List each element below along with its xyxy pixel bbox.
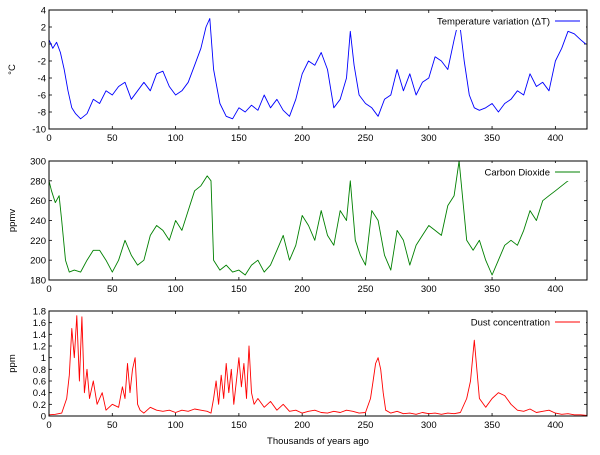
series-line <box>48 18 586 120</box>
legend-background <box>430 12 586 30</box>
y-tick-label: 200 <box>30 256 46 267</box>
x-tick-label: 100 <box>168 284 184 295</box>
x-tick-label: 400 <box>547 284 563 295</box>
y-axis-label: ppm <box>7 354 18 373</box>
y-tick-label: 1.6 <box>33 318 46 329</box>
plot-frame <box>48 160 588 281</box>
legend: Temperature variation (ΔT) <box>430 12 586 30</box>
y-tick-label: -6 <box>38 91 46 102</box>
x-tick-label: 0 <box>46 133 51 144</box>
legend: Carbon Dioxide <box>480 163 586 181</box>
legend: Dust concentration <box>465 313 586 331</box>
y-tick-label: 1.2 <box>33 342 46 353</box>
x-tick-label: 300 <box>421 284 437 295</box>
plot-frame <box>48 9 588 130</box>
x-tick-label: 50 <box>107 420 118 431</box>
x-tick-label: 50 <box>107 133 118 144</box>
y-tick-label: 180 <box>30 276 46 287</box>
x-tick-label: 100 <box>168 133 184 144</box>
legend-background <box>465 313 586 331</box>
chart-panel-3: 00.20.40.60.811.21.41.61.8 0 50 100 150 200 25… <box>7 307 588 431</box>
y-tick-label: -8 <box>38 108 46 119</box>
y-tick-label: -10 <box>32 125 46 136</box>
y-tick-label: 1.4 <box>33 330 46 341</box>
legend-label: Dust concentration <box>471 318 550 329</box>
x-tick-label: 250 <box>358 284 374 295</box>
y-tick-label: 0 <box>41 412 46 423</box>
x-tick-label: 400 <box>547 133 563 144</box>
y-tick-label: 4 <box>41 6 46 17</box>
y-tick-label: 0.2 <box>33 400 46 411</box>
y-tick-label: 1 <box>41 353 46 364</box>
y-axis-label: °C <box>7 64 18 75</box>
chart-panel-2: 180 200 220 240 260 280 300 0 50 100 150 200 250 300 3… <box>7 157 588 295</box>
x-tick-label: 300 <box>421 133 437 144</box>
x-tick-label: 400 <box>547 420 563 431</box>
y-tick-label: 240 <box>30 216 46 227</box>
x-tick-label: 150 <box>231 284 247 295</box>
x-tick-label: 0 <box>46 420 51 431</box>
y-tick-label: 2 <box>41 23 46 34</box>
legend-label: Carbon Dioxide <box>485 168 550 179</box>
legend-label: Temperature variation (ΔT) <box>437 17 550 28</box>
x-axis-label: Thousands of years ago <box>267 436 369 447</box>
series-line <box>48 315 588 416</box>
chart-panel-1: -10 -8 -6 -4 -2 0 2 4 0 50 100 150 200 250 300 350 400 Te… <box>7 6 588 144</box>
x-tick-label: 250 <box>358 420 374 431</box>
y-tick-label: -2 <box>38 57 46 68</box>
x-tick-label: 250 <box>358 133 374 144</box>
series-line <box>48 160 581 276</box>
y-tick-label: 0.4 <box>33 388 46 399</box>
x-tick-label: 150 <box>231 133 247 144</box>
x-tick-label: 200 <box>294 284 310 295</box>
x-tick-label: 200 <box>294 133 310 144</box>
x-tick-label: 100 <box>168 420 184 431</box>
y-tick-label: 1.8 <box>33 307 46 318</box>
x-tick-label: 200 <box>294 420 310 431</box>
y-tick-label: 300 <box>30 157 46 168</box>
x-tick-label: 350 <box>484 420 500 431</box>
x-tick-label: 350 <box>484 133 500 144</box>
y-axis-label: ppmv <box>7 209 18 232</box>
y-tick-label: 0 <box>41 40 46 51</box>
y-tick-label: 0.6 <box>33 377 46 388</box>
legend-background <box>480 163 586 181</box>
x-tick-label: 150 <box>231 420 247 431</box>
x-tick-label: 350 <box>484 284 500 295</box>
x-tick-label: 300 <box>421 420 437 431</box>
y-tick-label: 260 <box>30 196 46 207</box>
y-tick-label: 0.8 <box>33 365 46 376</box>
y-tick-label: 280 <box>30 176 46 187</box>
x-tick-label: 50 <box>107 284 118 295</box>
x-tick-label: 0 <box>46 284 51 295</box>
plot-frame <box>48 310 588 417</box>
y-tick-label: -4 <box>38 74 46 85</box>
y-tick-label: 220 <box>30 236 46 247</box>
